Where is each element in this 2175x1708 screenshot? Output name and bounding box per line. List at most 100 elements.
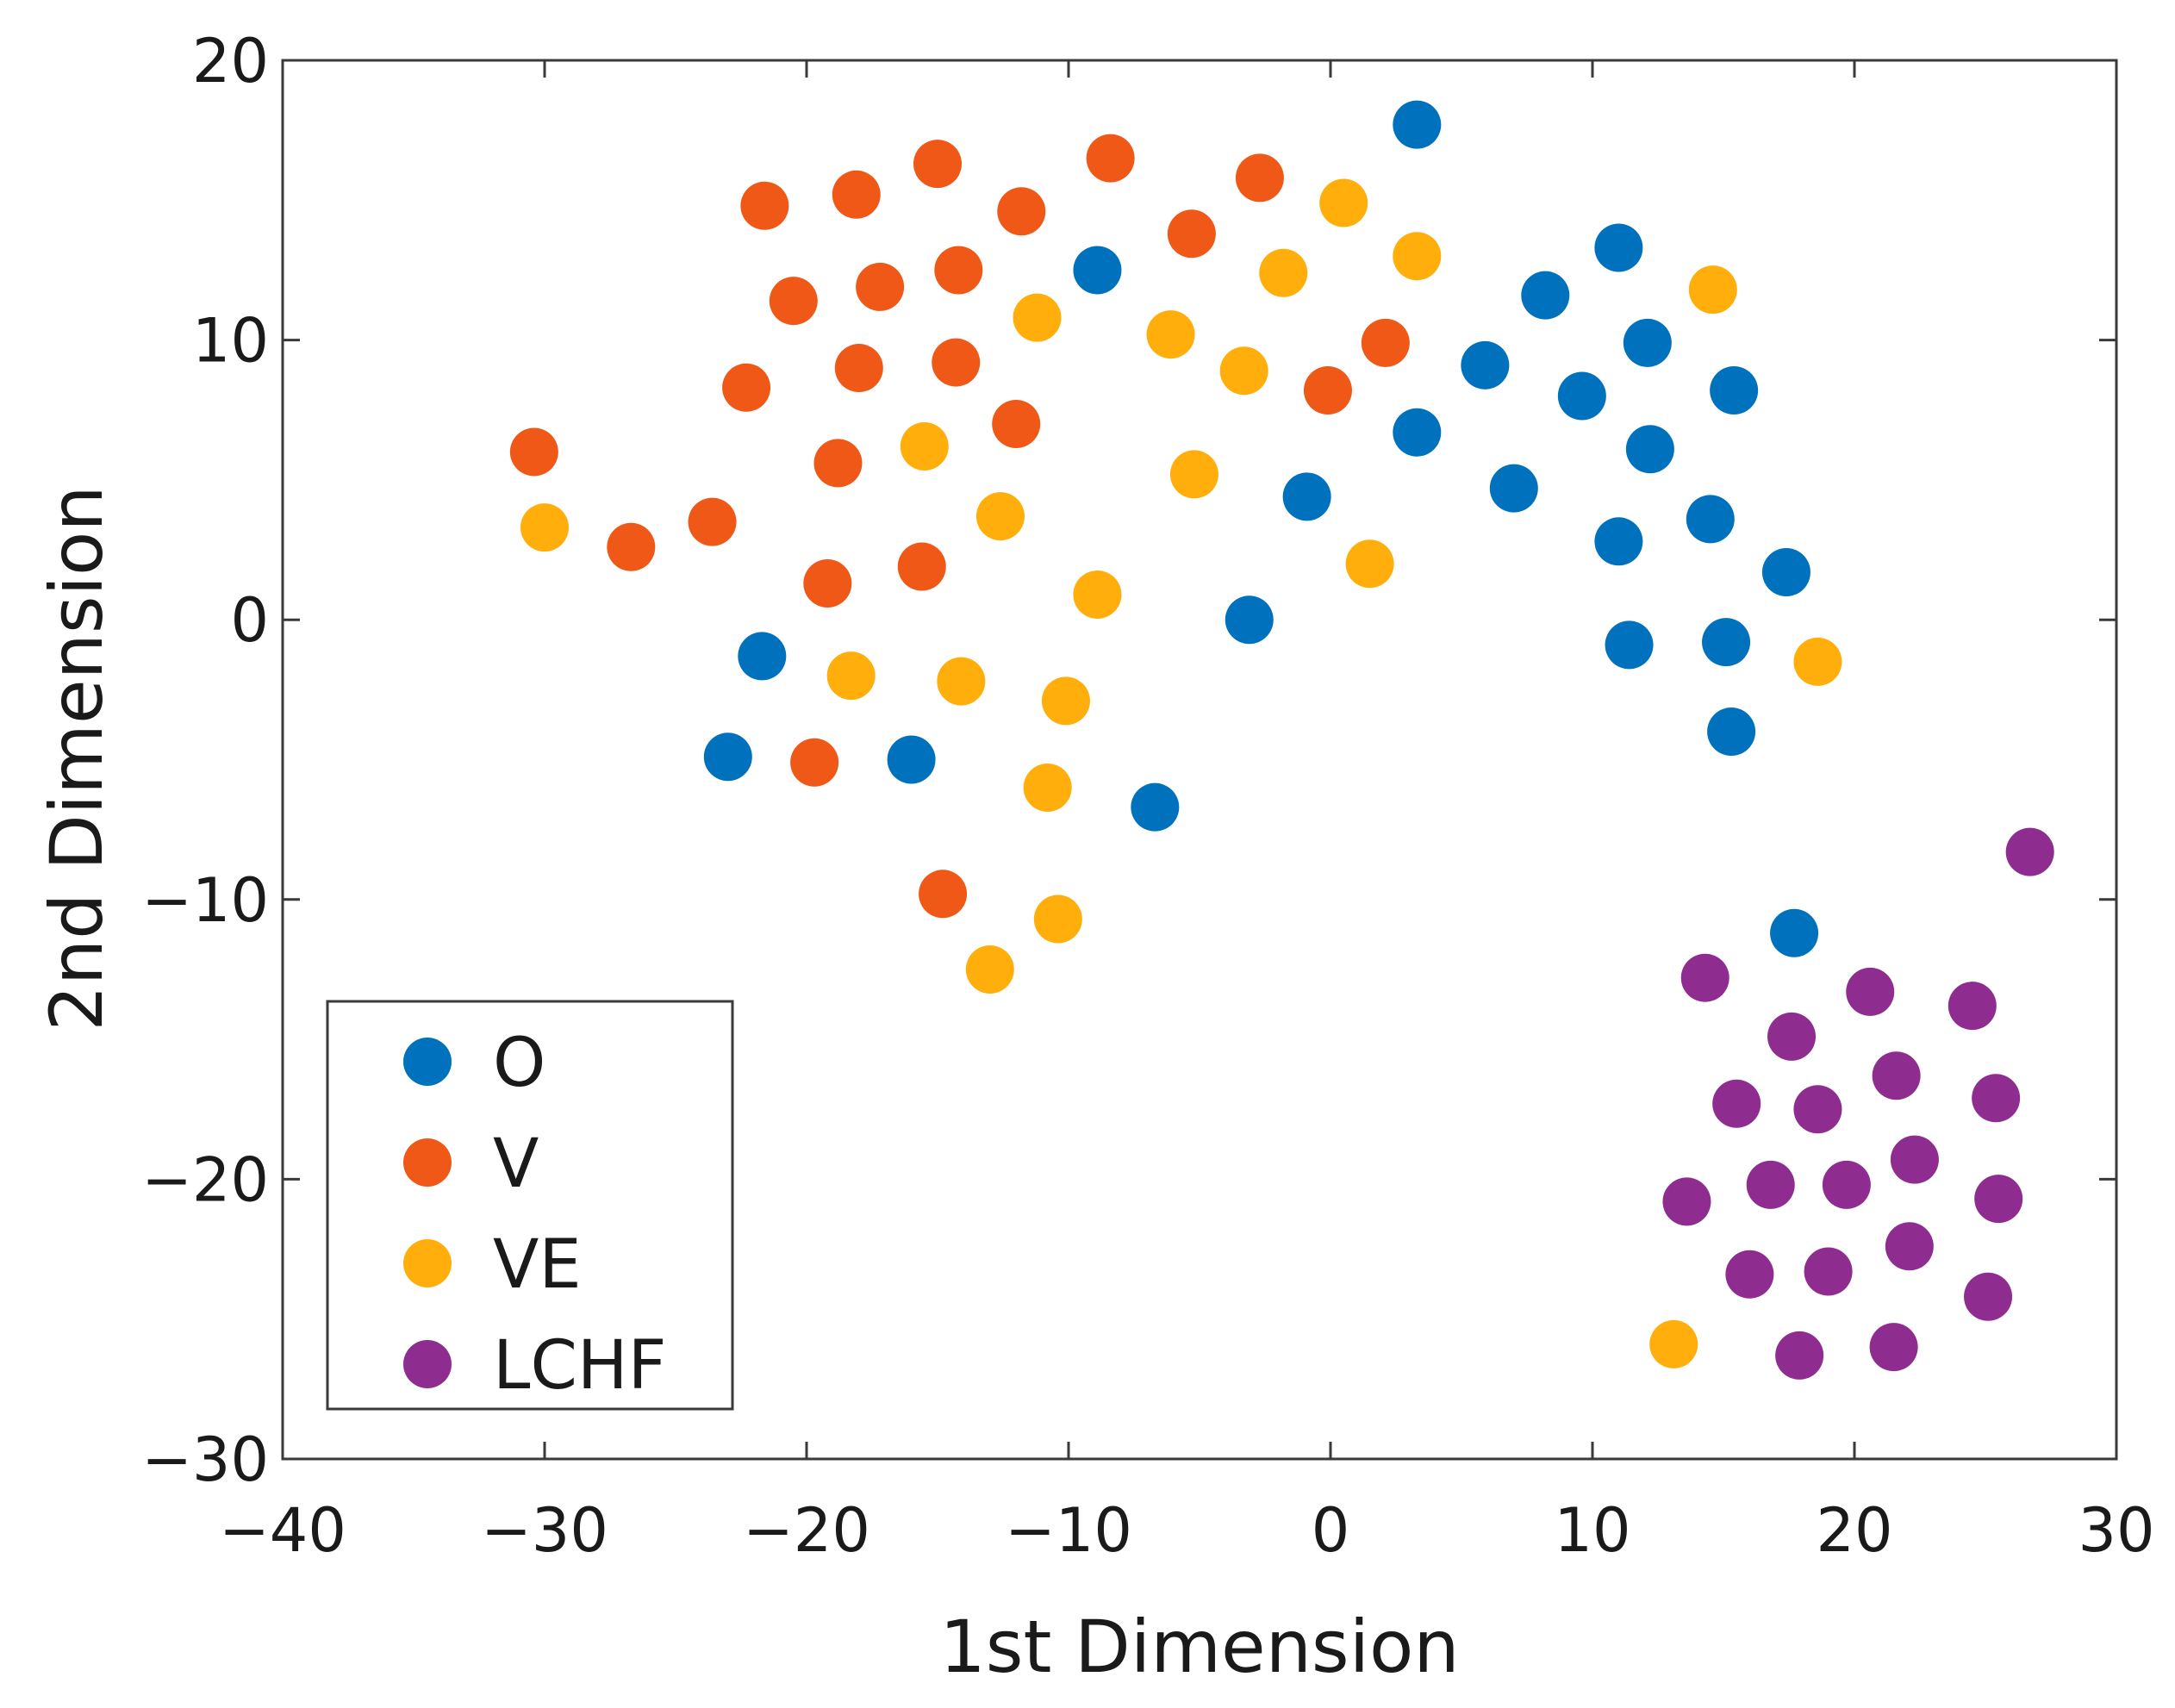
data-point-ve (1319, 178, 1368, 228)
data-point-ve (1023, 763, 1072, 812)
data-point-lchf (1964, 1272, 2013, 1321)
data-point-ve (1013, 293, 1062, 342)
data-point-ve (937, 657, 986, 706)
data-point-ve (1393, 232, 1442, 281)
data-point-o (1393, 100, 1442, 149)
data-point-o (1393, 408, 1442, 457)
data-point-v (992, 399, 1041, 448)
data-point-lchf (1846, 967, 1895, 1016)
series-ve (520, 178, 1842, 1368)
data-point-v (1361, 318, 1410, 367)
data-point-ve (1793, 637, 1842, 686)
data-point-lchf (1972, 1074, 2021, 1123)
data-point-o (1625, 425, 1674, 474)
data-point-ve (1146, 310, 1195, 359)
data-point-v (856, 262, 905, 311)
data-point-lchf (1767, 1012, 1817, 1061)
data-point-lchf (1680, 953, 1729, 1002)
data-point-o (1710, 366, 1759, 415)
data-point-lchf (1869, 1323, 1918, 1372)
y-tick-label: 0 (230, 585, 269, 656)
x-tick-label: −20 (743, 1495, 870, 1566)
y-tick-label: −20 (141, 1144, 269, 1215)
x-tick-label: 0 (1312, 1495, 1350, 1566)
data-point-v (1167, 209, 1216, 259)
legend-marker-v (403, 1138, 452, 1187)
data-point-v (740, 181, 789, 230)
data-point-v (607, 522, 656, 571)
data-point-lchf (1885, 1222, 1934, 1271)
data-point-ve (900, 421, 949, 471)
data-point-v (832, 170, 881, 219)
data-point-lchf (1872, 1051, 1921, 1100)
y-tick-label: −10 (141, 865, 269, 936)
data-point-lchf (1948, 982, 1997, 1031)
data-point-o (1761, 548, 1810, 597)
x-axis-title: 1st Dimension (939, 1605, 1459, 1689)
legend: OV VE LCHF (326, 1000, 734, 1411)
data-point-v (997, 187, 1046, 236)
data-point-o (1282, 472, 1331, 521)
axis-ticks (281, 59, 2118, 1461)
y-tick-label: −30 (141, 1424, 269, 1495)
legend-label-ve: VE (493, 1226, 582, 1304)
legend-marker-lchf (403, 1340, 452, 1388)
data-point-lchf (1804, 1247, 1853, 1296)
data-point-v (688, 497, 737, 546)
data-point-ve (520, 503, 569, 552)
data-point-v (509, 427, 558, 477)
legend-marker-ve (403, 1239, 452, 1287)
data-points (509, 100, 2054, 1380)
data-point-ve (1259, 248, 1308, 297)
data-point-o (1461, 340, 1510, 390)
data-point-o (1605, 620, 1654, 670)
data-point-v (1235, 153, 1284, 203)
legend-label-v: V (493, 1125, 539, 1203)
data-point-ve (826, 651, 876, 701)
data-point-v (1086, 134, 1135, 183)
data-point-lchf (1974, 1175, 2023, 1224)
data-point-o (887, 735, 936, 784)
series-v (509, 134, 1410, 919)
x-tick-label: −10 (1005, 1495, 1132, 1566)
legend-marker-o (403, 1038, 452, 1086)
data-point-lchf (1712, 1079, 1761, 1128)
data-point-ve (1041, 676, 1090, 726)
data-point-v (934, 246, 983, 295)
series-lchf (1662, 827, 2054, 1380)
legend-label-o: O (493, 1025, 545, 1102)
data-point-o (1702, 618, 1751, 667)
data-point-v (1303, 366, 1352, 415)
data-point-lchf (1793, 1085, 1842, 1134)
data-point-o (1073, 246, 1122, 295)
data-point-o (1594, 223, 1643, 272)
data-point-v (932, 338, 981, 387)
data-point-ve (1649, 1319, 1698, 1368)
data-point-ve (1688, 265, 1737, 315)
y-tick-label: 20 (192, 26, 269, 97)
data-point-lchf (1746, 1160, 1795, 1209)
data-point-o (1707, 708, 1756, 757)
data-point-o (1770, 908, 1819, 957)
data-point-ve (1169, 450, 1218, 499)
data-point-v (790, 738, 839, 787)
data-point-ve (1345, 539, 1394, 589)
data-point-v (803, 559, 852, 608)
y-axis-title: 2nd Dimension (34, 485, 119, 1031)
x-tick-label: 20 (1816, 1495, 1892, 1566)
x-tick-label: 10 (1554, 1495, 1630, 1566)
data-point-o (1557, 371, 1606, 421)
data-point-ve (965, 944, 1014, 994)
data-point-lchf (1822, 1160, 1871, 1209)
data-point-o (1594, 517, 1643, 566)
data-point-lchf (1725, 1250, 1774, 1299)
data-point-o (1623, 318, 1672, 367)
data-point-lchf (1890, 1135, 1939, 1184)
series-o (703, 100, 1819, 957)
data-point-o (738, 632, 787, 681)
data-point-ve (1033, 895, 1082, 944)
data-point-o (1521, 271, 1570, 320)
data-point-ve (1219, 346, 1268, 396)
